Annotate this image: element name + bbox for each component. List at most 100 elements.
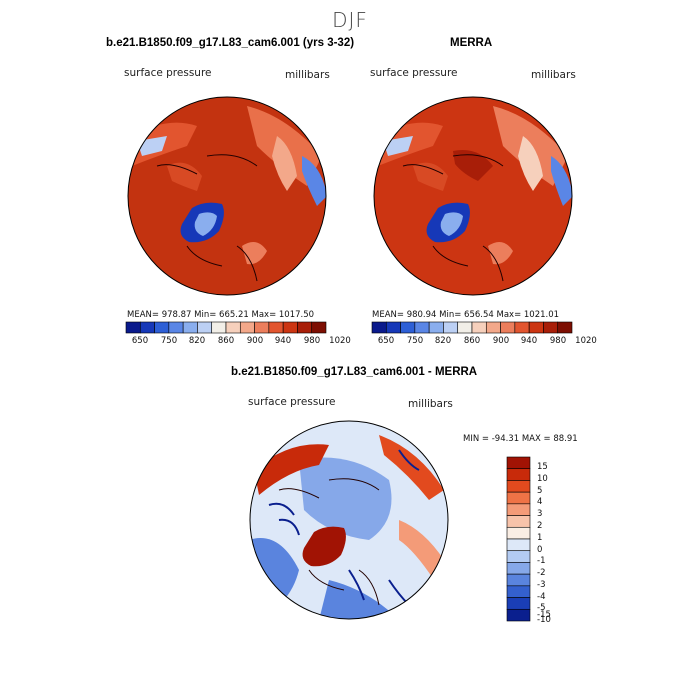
cbar3-tick-1: 1	[537, 533, 543, 543]
arctic-archipelago	[413, 162, 448, 191]
colorbar-swatch	[125, 321, 141, 334]
cbar1-tick-750: 750	[160, 336, 178, 346]
negative-bias-europe	[319, 580, 399, 619]
colorbar-swatch	[297, 321, 313, 334]
colorbar-swatch	[514, 321, 530, 334]
panel-1-units: millibars	[285, 69, 330, 81]
colorbar-swatch	[506, 550, 531, 563]
colorbar-swatch	[543, 321, 559, 334]
scandinavia-patch	[488, 242, 513, 265]
colorbar-swatch	[311, 321, 327, 334]
cbar3-tick-neg15-visible: -15	[537, 604, 551, 622]
high-pressure-patch	[453, 150, 493, 181]
colorbar-swatch	[506, 573, 531, 587]
colorbar-swatch	[385, 321, 401, 334]
cbar3-tick-10: 10	[537, 474, 548, 484]
colorbar-swatch	[282, 321, 298, 334]
colorbar-difference-labels: 15 10 5 4 3 2 1 0 -1 -2 -3 -4 -5 -10 -15	[537, 457, 577, 627]
panel-1-polar-map	[127, 96, 327, 296]
colorbar-swatch	[506, 491, 531, 505]
cbar3-tick-neg5: -5	[537, 603, 546, 613]
colorbar-swatch	[471, 321, 487, 334]
cbar2-tick-860: 860	[463, 336, 481, 346]
colorbar-swatch	[506, 608, 531, 622]
colorbar-panel-1	[125, 321, 327, 334]
cbar1-tick-860: 860	[217, 336, 235, 346]
panel-1-variable: surface pressure	[124, 67, 212, 79]
panel-2-units: millibars	[531, 69, 576, 81]
cbar2-tick-980: 980	[549, 336, 567, 346]
colorbar-swatch	[400, 321, 416, 334]
panel-3-difference-map	[249, 420, 449, 620]
colorbar-swatch	[506, 515, 531, 528]
positive-bias-siberia	[379, 435, 444, 500]
coastlines	[156, 154, 258, 282]
colorbar-swatch	[254, 321, 270, 334]
colorbar-swatch	[268, 321, 284, 334]
plateau-patch	[518, 136, 543, 191]
colorbar-swatch	[168, 321, 184, 334]
map-border	[249, 420, 449, 620]
cbar1-tick-650: 650	[131, 336, 149, 346]
cbar2-tick-750: 750	[406, 336, 424, 346]
colorbar-panel-2-labels: 650 750 820 860 900 940 980 1020	[372, 336, 597, 348]
cbar3-tick-5: 5	[537, 486, 543, 496]
cbar1-tick-900: 900	[246, 336, 264, 346]
coastlines	[402, 154, 504, 282]
colorbar-swatch	[239, 321, 255, 334]
positive-bias-asia	[399, 520, 444, 580]
colorbar-swatch	[506, 597, 531, 610]
colorbar-swatch	[528, 321, 544, 334]
colorbar-swatch	[506, 585, 531, 598]
mountain-low-patch	[551, 156, 572, 206]
cbar3-tick-0: 0	[537, 545, 543, 555]
cbar3-tick-neg3: -3	[537, 580, 546, 590]
cbar3-tick-neg10: -10	[537, 615, 551, 625]
cbar1-tick-940: 940	[274, 336, 292, 346]
colorbar-swatch	[428, 321, 444, 334]
cbar2-tick-820: 820	[434, 336, 452, 346]
cbar3-tick-neg4: -4	[537, 592, 546, 602]
negative-bias-arctic	[299, 457, 392, 540]
colorbar-swatch	[506, 480, 531, 493]
scandinavia-patch	[242, 242, 267, 265]
colorbar-swatch	[506, 562, 531, 575]
greenland-interior	[194, 212, 217, 236]
panel-3-units: millibars	[408, 398, 453, 410]
figure-title: DJF	[332, 8, 368, 32]
map-border	[127, 96, 327, 296]
panel-3-stats: MIN = -94.31 MAX = 88.91	[463, 434, 578, 444]
panel-2-title: MERRA	[450, 37, 493, 49]
panel-2-polar-map	[373, 96, 573, 296]
colorbar-swatch	[506, 503, 531, 516]
panel-3-variable: surface pressure	[248, 396, 336, 408]
colorbar-swatch	[414, 321, 430, 334]
panel-3-title: b.e21.B1850.f09_g17.L83_cam6.001 - MERRA	[231, 366, 478, 378]
cbar1-tick-1020: 1020	[329, 336, 351, 346]
colorbar-swatch	[557, 321, 573, 334]
colorbar-swatch	[371, 321, 387, 334]
colorbar-swatch	[506, 526, 531, 540]
cbar3-tick-15: 15	[537, 462, 548, 472]
cbar2-tick-650: 650	[377, 336, 395, 346]
map-border	[373, 96, 573, 296]
cbar3-tick-neg1: -1	[537, 556, 546, 566]
greenland-bias	[302, 526, 346, 567]
colorbar-swatch	[182, 321, 198, 334]
cbar2-tick-900: 900	[492, 336, 510, 346]
colorbar-swatch	[485, 321, 501, 334]
negative-topography-artifacts	[268, 449, 420, 606]
panel-1-stats: MEAN= 978.87 Min= 665.21 Max= 1017.50	[127, 310, 315, 320]
panel-1-title: b.e21.B1850.f09_g17.L83_cam6.001 (yrs 3-…	[106, 37, 355, 49]
plateau-patch	[272, 136, 297, 191]
colorbar-panel-1-labels: 650 750 820 860 900 940 980 1020	[126, 336, 351, 348]
greenland-interior	[440, 212, 463, 236]
cbar1-tick-820: 820	[188, 336, 206, 346]
colorbar-difference	[506, 456, 531, 622]
colorbar-swatch	[197, 321, 213, 334]
arctic-archipelago	[167, 162, 202, 191]
colorbar-swatch	[500, 321, 516, 334]
cbar2-tick-1020: 1020	[575, 336, 597, 346]
colorbar-swatch	[154, 321, 170, 334]
mountain-low-patch	[302, 156, 326, 206]
